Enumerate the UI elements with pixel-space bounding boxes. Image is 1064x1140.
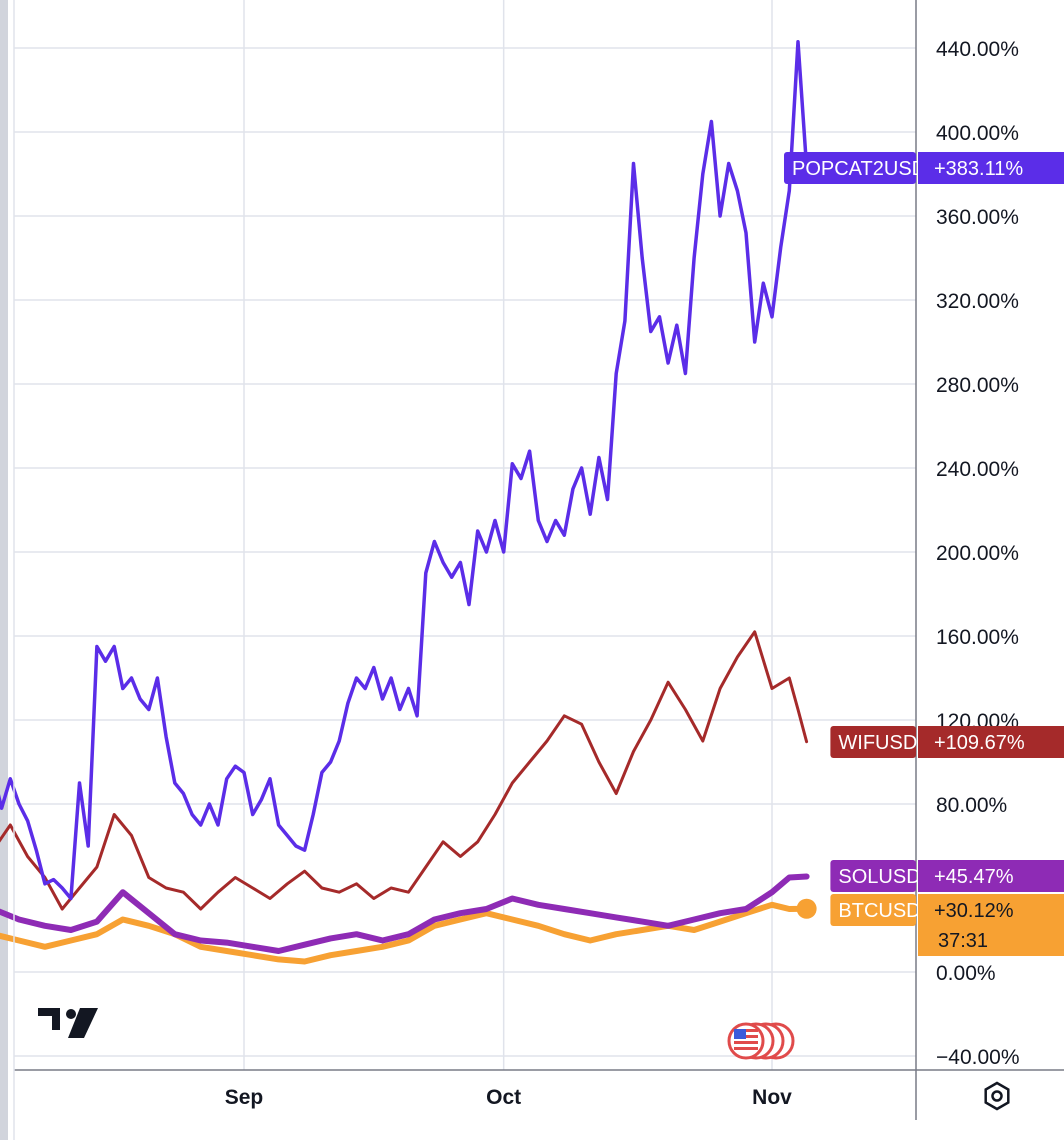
badge-value-box: [918, 894, 1064, 956]
y-tick-label: 240.00%: [936, 458, 1019, 481]
price-badge-solusd: SOLUSD +45.47%: [830, 860, 1064, 892]
y-tick-label: 160.00%: [936, 626, 1019, 649]
y-tick-label: 400.00%: [936, 122, 1019, 145]
badge-value: +383.11%: [934, 158, 1023, 180]
badge-layer: POPCAT2USD +383.11% WIFUSD +109.67% SOLUSD +4…: [784, 152, 1064, 956]
badge-name: WIFUSD: [838, 732, 917, 754]
badge-name-box: [830, 894, 916, 926]
badge-name: BTCUSD: [838, 900, 920, 922]
y-tick-label: 360.00%: [936, 206, 1019, 229]
x-tick-label: Nov: [752, 1086, 792, 1109]
gear-icon[interactable]: [984, 1081, 1010, 1111]
x-tick-label: Sep: [225, 1086, 264, 1109]
badge-name-box: [784, 152, 916, 184]
series-layer: [0, 39, 817, 965]
series-line-popcat2usd: [0, 39, 809, 901]
price-badge-popcat2usd: POPCAT2USD +383.11%: [784, 152, 1064, 184]
badge-value-box: [918, 726, 1064, 758]
series-line-btcusd: [0, 901, 810, 965]
y-tick-label: 0.00%: [936, 962, 996, 985]
badge-name-box: [830, 860, 916, 892]
y-tick-label: 440.00%: [936, 38, 1019, 61]
badge-value-box: [918, 152, 1064, 184]
y-tick-label: −40.00%: [936, 1046, 1020, 1069]
series-line-solusd: [0, 873, 810, 954]
y-tick-label: 320.00%: [936, 290, 1019, 313]
tradingview-logo-icon[interactable]: [38, 1008, 98, 1038]
price-badge-btcusd: BTCUSD +30.12% 37:31: [830, 894, 1064, 956]
y-tick-label: 280.00%: [936, 374, 1019, 397]
left-edge-bar: [0, 0, 8, 1140]
y-tick-label: 200.00%: [936, 542, 1019, 565]
badge-value: +45.47%: [934, 866, 1014, 888]
y-tick-label: 80.00%: [936, 794, 1007, 817]
badge-name: SOLUSD: [838, 866, 920, 888]
badge-value: +30.12%: [934, 900, 1014, 922]
series-line-wifusd: [0, 630, 809, 911]
badge-value-box: [918, 860, 1064, 892]
badge-name: POPCAT2USD: [792, 158, 926, 180]
badge-value: +109.67%: [934, 732, 1025, 754]
us-flag-icon[interactable]: [727, 1022, 795, 1060]
price-badge-wifusd: WIFUSD +109.67%: [830, 726, 1064, 758]
badge-name-box: [830, 726, 916, 758]
x-tick-label: Oct: [486, 1086, 521, 1109]
badge-countdown: 37:31: [938, 930, 988, 952]
series-last-dot-btcusd: [796, 898, 817, 919]
